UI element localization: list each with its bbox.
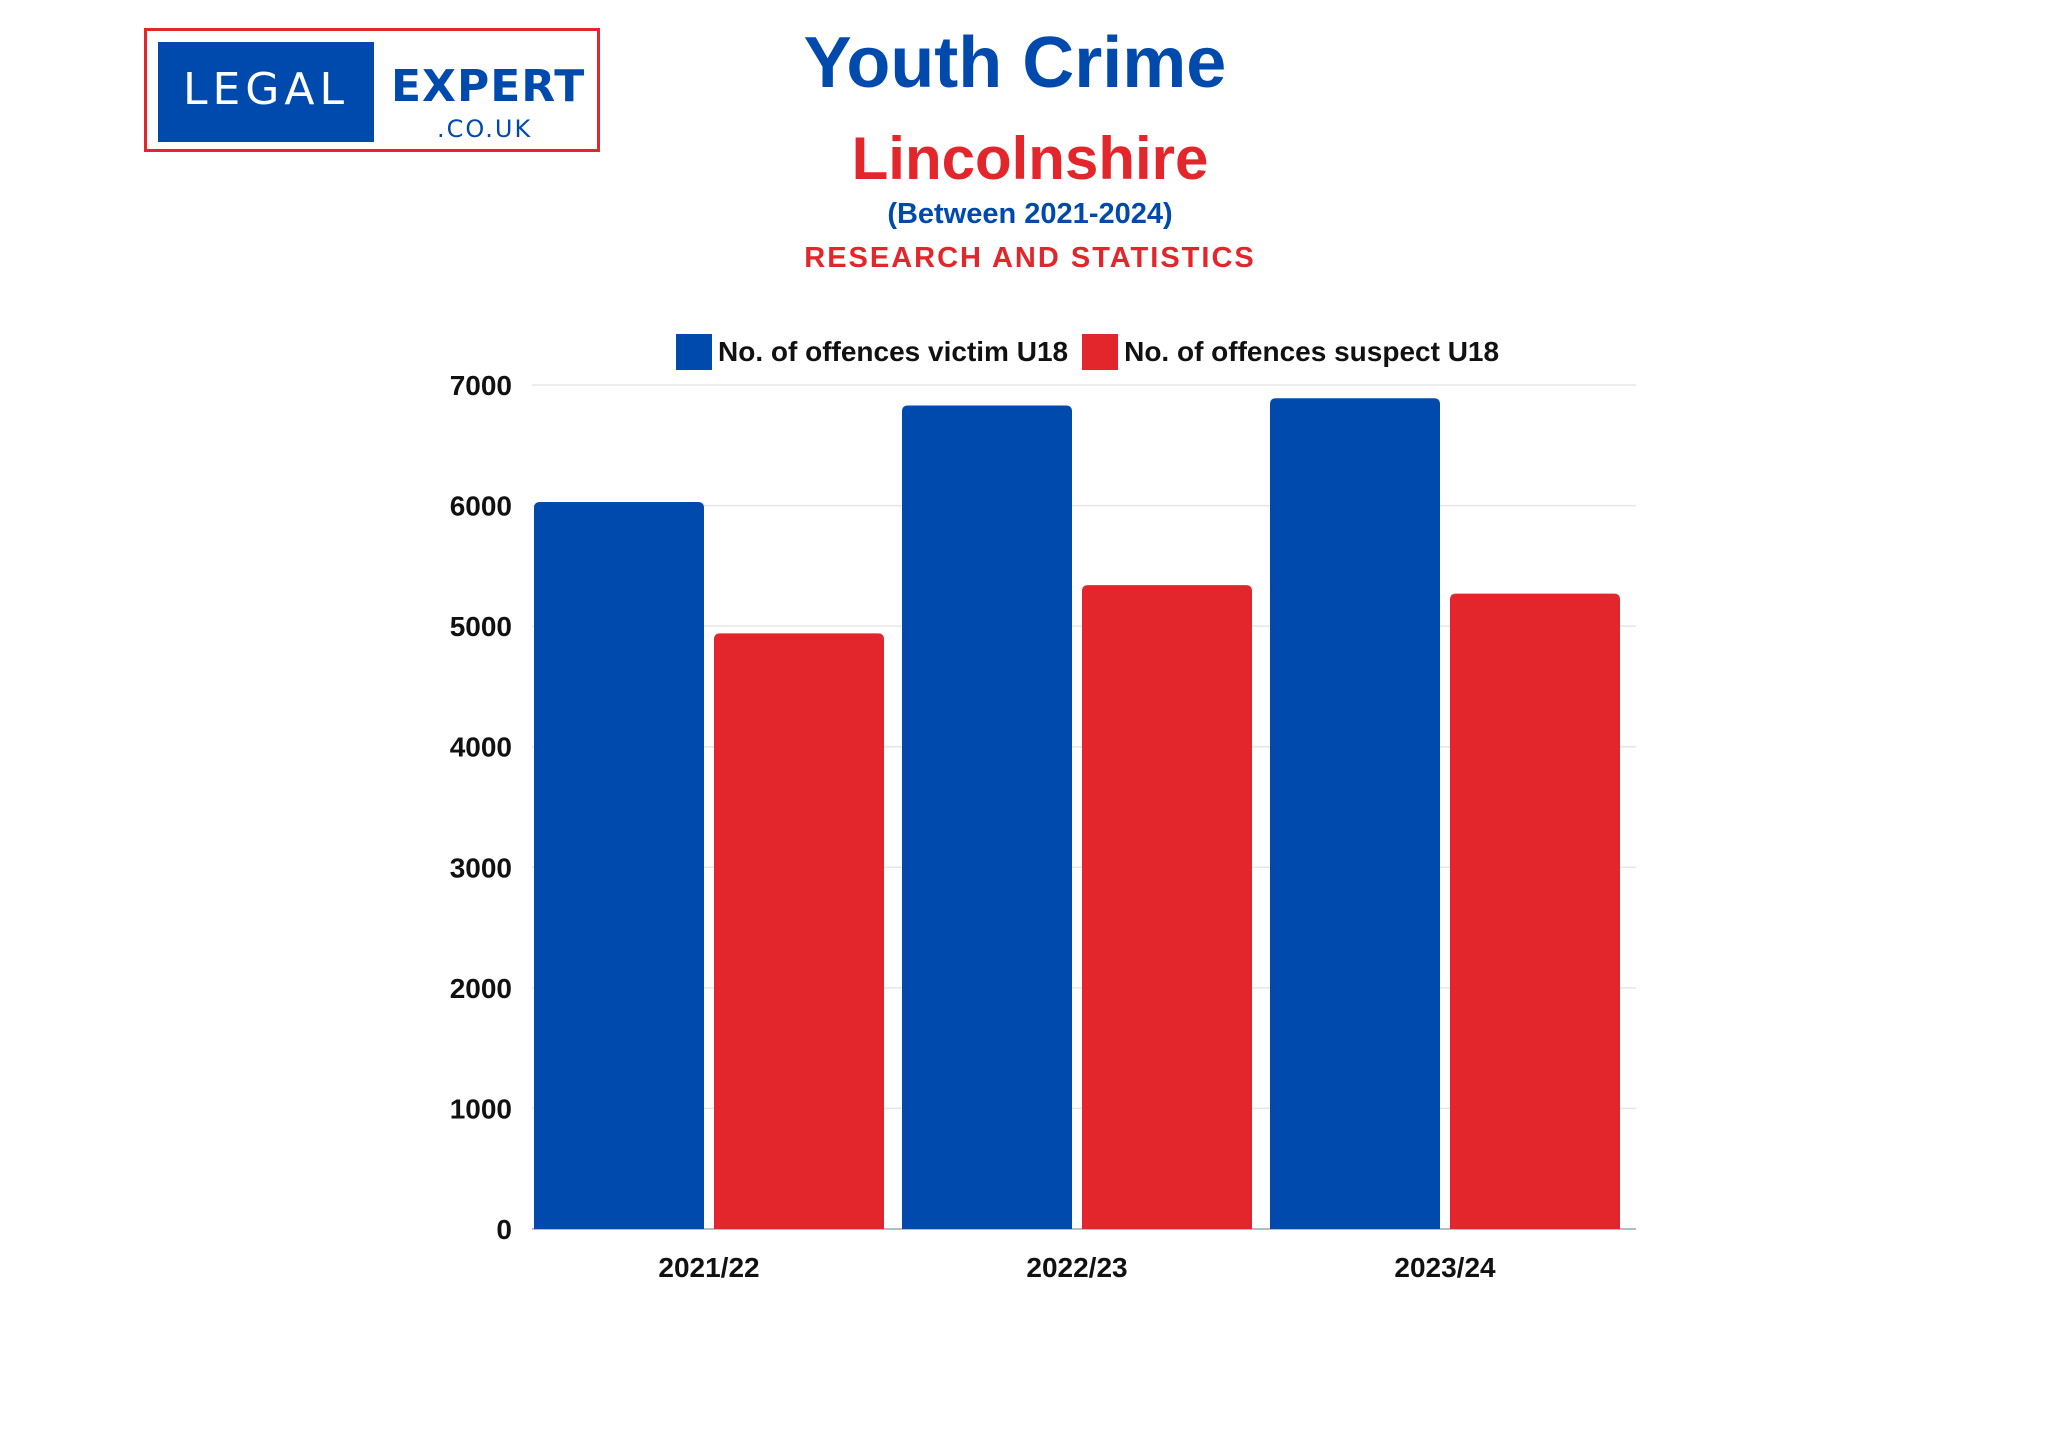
chart-subtitle: Lincolnshire: [851, 125, 1209, 192]
research-tagline: RESEARCH AND STATISTICS: [804, 242, 1256, 274]
x-tick-label: 2021/22: [658, 1252, 759, 1283]
bar-suspect-1: [1082, 585, 1252, 1229]
legend-label-suspect: No. of offences suspect U18: [1124, 336, 1500, 367]
y-tick-label: 3000: [450, 852, 512, 883]
legend-item-suspect: No. of offences suspect U18: [1082, 334, 1499, 370]
bar-suspect-0: [714, 633, 884, 1229]
logo-right-text: EXPERT: [391, 61, 586, 112]
y-tick-label: 4000: [450, 732, 512, 763]
legal-expert-logo: LEGAL EXPERT .CO.UK: [144, 28, 600, 152]
legend-swatch-victim: [676, 334, 712, 370]
y-tick-label: 0: [496, 1214, 512, 1245]
y-tick-label: 6000: [450, 491, 512, 522]
bar-victim-0: [534, 501, 704, 1229]
bar-suspect-2: [1450, 593, 1620, 1229]
logo-left-text: LEGAL: [182, 64, 350, 115]
bar-victim-2: [1270, 398, 1440, 1230]
chart-legend: No. of offences victim U18 No. of offenc…: [676, 334, 1513, 370]
legend-swatch-suspect: [1082, 334, 1119, 370]
logo-left-panel: LEGAL: [158, 42, 374, 142]
y-tick-label: 5000: [450, 611, 512, 642]
chart-title: Youth Crime: [803, 23, 1227, 103]
logo-sub-text: .CO.UK: [437, 115, 533, 143]
bar-victim-1: [902, 405, 1072, 1229]
y-tick-label: 1000: [450, 1093, 512, 1124]
legend-label-victim: No. of offences victim U18: [718, 336, 1069, 367]
x-tick-label: 2022/23: [1026, 1252, 1127, 1283]
chart-period: (Between 2021-2024): [887, 198, 1173, 230]
y-tick-label: 2000: [450, 973, 512, 1004]
x-tick-label: 2023/24: [1394, 1252, 1496, 1283]
y-tick-label: 7000: [450, 370, 512, 401]
legend-item-victim: No. of offences victim U18: [676, 334, 1068, 370]
